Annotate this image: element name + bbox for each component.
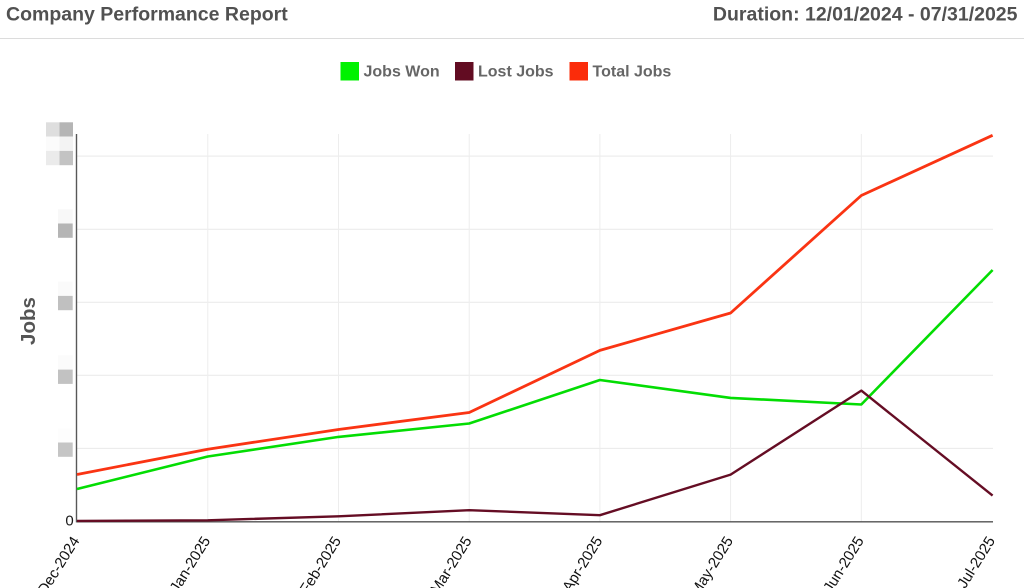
svg-text:Jobs: Jobs xyxy=(17,297,40,345)
svg-text:Company Performance Report: Company Performance Report xyxy=(6,4,288,26)
svg-text:Duration: 12/01/2024 - 07/31/2: Duration: 12/01/2024 - 07/31/2025 xyxy=(713,4,1018,26)
svg-text:Total Jobs: Total Jobs xyxy=(593,64,672,81)
svg-text:Lost Jobs: Lost Jobs xyxy=(478,64,554,81)
svg-text:Jobs Won: Jobs Won xyxy=(364,64,440,81)
svg-text:0: 0 xyxy=(65,512,73,529)
